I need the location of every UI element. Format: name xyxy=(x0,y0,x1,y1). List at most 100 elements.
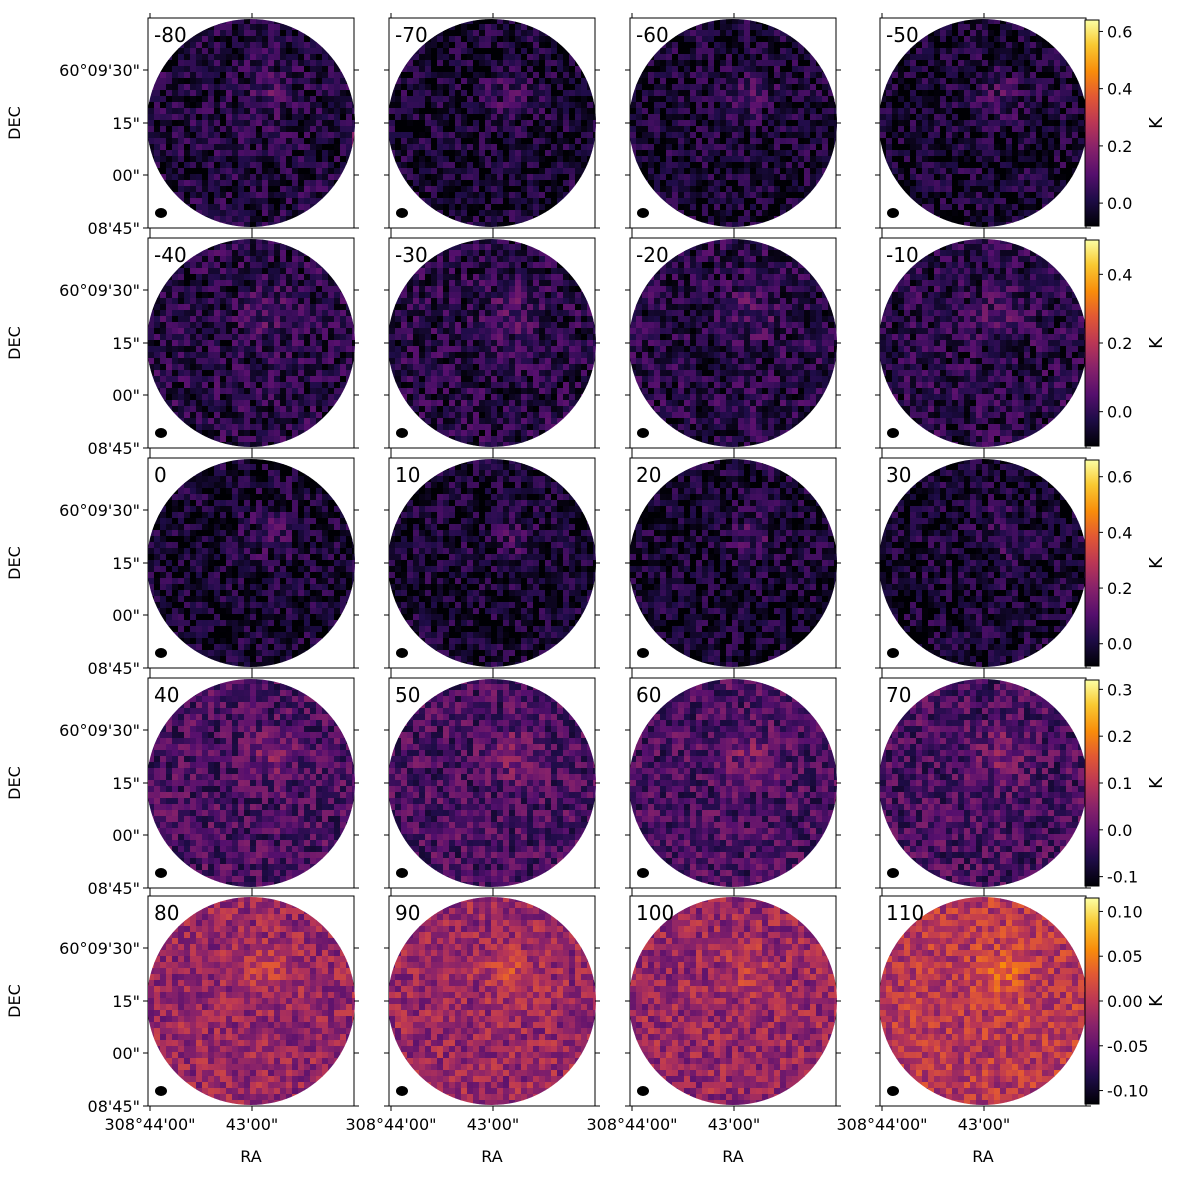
beam-ellipse xyxy=(637,428,649,438)
y-tick-label: 08'45" xyxy=(88,219,140,238)
channel-panel: 100 308°44'00" 43'00" RA xyxy=(586,891,841,1166)
colorbar-tick-label: 0.2 xyxy=(1107,334,1132,353)
y-axis-label: DEC xyxy=(5,766,24,800)
y-tick-label: 15" xyxy=(112,114,140,133)
velocity-label: 20 xyxy=(636,463,661,487)
colorbar: 0.3 0.2 0.1 0.0 -0.1 K xyxy=(1084,679,1167,887)
beam-ellipse xyxy=(396,648,408,658)
velocity-label: 50 xyxy=(395,683,420,707)
beam-ellipse xyxy=(637,648,649,658)
colorbar: 0.6 0.4 0.2 0.0 K xyxy=(1084,19,1167,227)
beam-ellipse xyxy=(155,868,167,878)
velocity-label: 10 xyxy=(395,463,420,487)
colorbar-tick-label: 0.3 xyxy=(1107,680,1132,699)
colorbar-tick-label: 0.0 xyxy=(1107,194,1132,213)
colorbar-tick-label: -0.1 xyxy=(1107,868,1138,887)
x-tick-label: 43'00" xyxy=(958,1115,1010,1134)
y-tick-label: 60°09'30" xyxy=(59,501,140,520)
colorbar-tick-label: 0.4 xyxy=(1107,523,1132,542)
intensity-map xyxy=(389,679,596,887)
colorbar-tick-label: 0.2 xyxy=(1107,137,1132,156)
x-tick-label: 43'00" xyxy=(467,1115,519,1134)
x-tick-label: 43'00" xyxy=(226,1115,278,1134)
beam-ellipse xyxy=(155,208,167,218)
y-tick-label: 08'45" xyxy=(88,879,140,898)
colorbar-tick-label: 0.05 xyxy=(1107,947,1143,966)
velocity-label: -80 xyxy=(154,23,187,47)
x-axis-label: RA xyxy=(972,1147,993,1166)
colorbar: 0.10 0.05 0.00 -0.05 -0.10 K xyxy=(1084,897,1167,1105)
channel-panel: 110 308°44'00" 43'00" RA xyxy=(836,891,1091,1166)
beam-ellipse xyxy=(396,428,408,438)
channel-panel: -10 xyxy=(875,233,1091,453)
intensity-map xyxy=(148,239,355,447)
channel-panel: -70 xyxy=(384,13,600,233)
velocity-label: -40 xyxy=(154,243,187,267)
colorbar-tick-label: 0.00 xyxy=(1107,992,1143,1011)
velocity-label: 70 xyxy=(886,683,911,707)
y-tick-label: 08'45" xyxy=(88,1097,140,1116)
y-tick-label: 60°09'30" xyxy=(59,281,140,300)
beam-ellipse xyxy=(637,868,649,878)
y-tick-label: 60°09'30" xyxy=(59,721,140,740)
beam-ellipse xyxy=(637,1086,649,1096)
colorbar: 0.4 0.2 0.0 K xyxy=(1084,239,1167,447)
velocity-label: -10 xyxy=(886,243,919,267)
y-tick-label: 60°09'30" xyxy=(59,61,140,80)
y-tick-label: 15" xyxy=(112,334,140,353)
y-tick-label: 00" xyxy=(112,386,140,405)
beam-ellipse xyxy=(396,208,408,218)
beam-ellipse xyxy=(887,428,899,438)
y-axis-label: DEC xyxy=(5,106,24,140)
intensity-map xyxy=(389,897,596,1105)
y-axis-label: DEC xyxy=(5,326,24,360)
channel-panel: 40 60°09'30" 15" 00" 08'45" DEC xyxy=(5,673,359,898)
velocity-label: 30 xyxy=(886,463,911,487)
beam-ellipse xyxy=(887,868,899,878)
channel-panel: 10 xyxy=(384,453,600,673)
velocity-label: 90 xyxy=(395,901,420,925)
y-tick-label: 15" xyxy=(112,992,140,1011)
beam-ellipse xyxy=(887,648,899,658)
y-tick-label: 00" xyxy=(112,1044,140,1063)
colorbar-label: K xyxy=(1146,116,1167,129)
velocity-label: 110 xyxy=(886,901,924,925)
colorbar-tick-label: 0.6 xyxy=(1107,468,1132,487)
velocity-label: 80 xyxy=(154,901,179,925)
colorbar-label: K xyxy=(1146,336,1167,349)
colorbar-tick-label: 0.4 xyxy=(1107,265,1132,284)
x-tick-label: 308°44'00" xyxy=(836,1115,927,1134)
colorbar-tick-label: 0.1 xyxy=(1107,774,1132,793)
channel-panel: -20 xyxy=(625,233,841,453)
colorbar-tick-label: 0.2 xyxy=(1107,727,1132,746)
colorbar-tick-label: -0.10 xyxy=(1107,1082,1148,1101)
intensity-map xyxy=(389,459,596,667)
channel-panel: 80 60°09'30" 15" 00" 08'45" DEC 308°44'00" 43'0… xyxy=(5,891,359,1166)
y-tick-label: 08'45" xyxy=(88,439,140,458)
beam-ellipse xyxy=(155,428,167,438)
x-axis-label: RA xyxy=(481,1147,502,1166)
channel-panel: -50 xyxy=(875,13,1091,233)
colorbar-label: K xyxy=(1146,776,1167,789)
colorbar-label: K xyxy=(1146,556,1167,569)
channel-panel: -60 xyxy=(625,13,841,233)
channel-panel: -30 xyxy=(384,233,600,453)
colorbar-tick-label: 0.0 xyxy=(1107,635,1132,654)
y-tick-label: 15" xyxy=(112,774,140,793)
intensity-map xyxy=(880,897,1087,1105)
y-tick-label: 00" xyxy=(112,606,140,625)
x-axis-label: RA xyxy=(722,1147,743,1166)
velocity-label: 100 xyxy=(636,901,674,925)
beam-ellipse xyxy=(396,868,408,878)
x-tick-label: 308°44'00" xyxy=(586,1115,677,1134)
channel-panel: 20 xyxy=(625,453,841,673)
velocity-label: 0 xyxy=(154,463,167,487)
channel-panel: -40 60°09'30" 15" 00" 08'45" DEC xyxy=(5,233,359,458)
beam-ellipse xyxy=(637,208,649,218)
x-tick-label: 308°44'00" xyxy=(345,1115,436,1134)
y-tick-label: 00" xyxy=(112,826,140,845)
velocity-label: 40 xyxy=(154,683,179,707)
y-axis-label: DEC xyxy=(5,546,24,580)
colorbar-tick-label: 0.2 xyxy=(1107,579,1132,598)
